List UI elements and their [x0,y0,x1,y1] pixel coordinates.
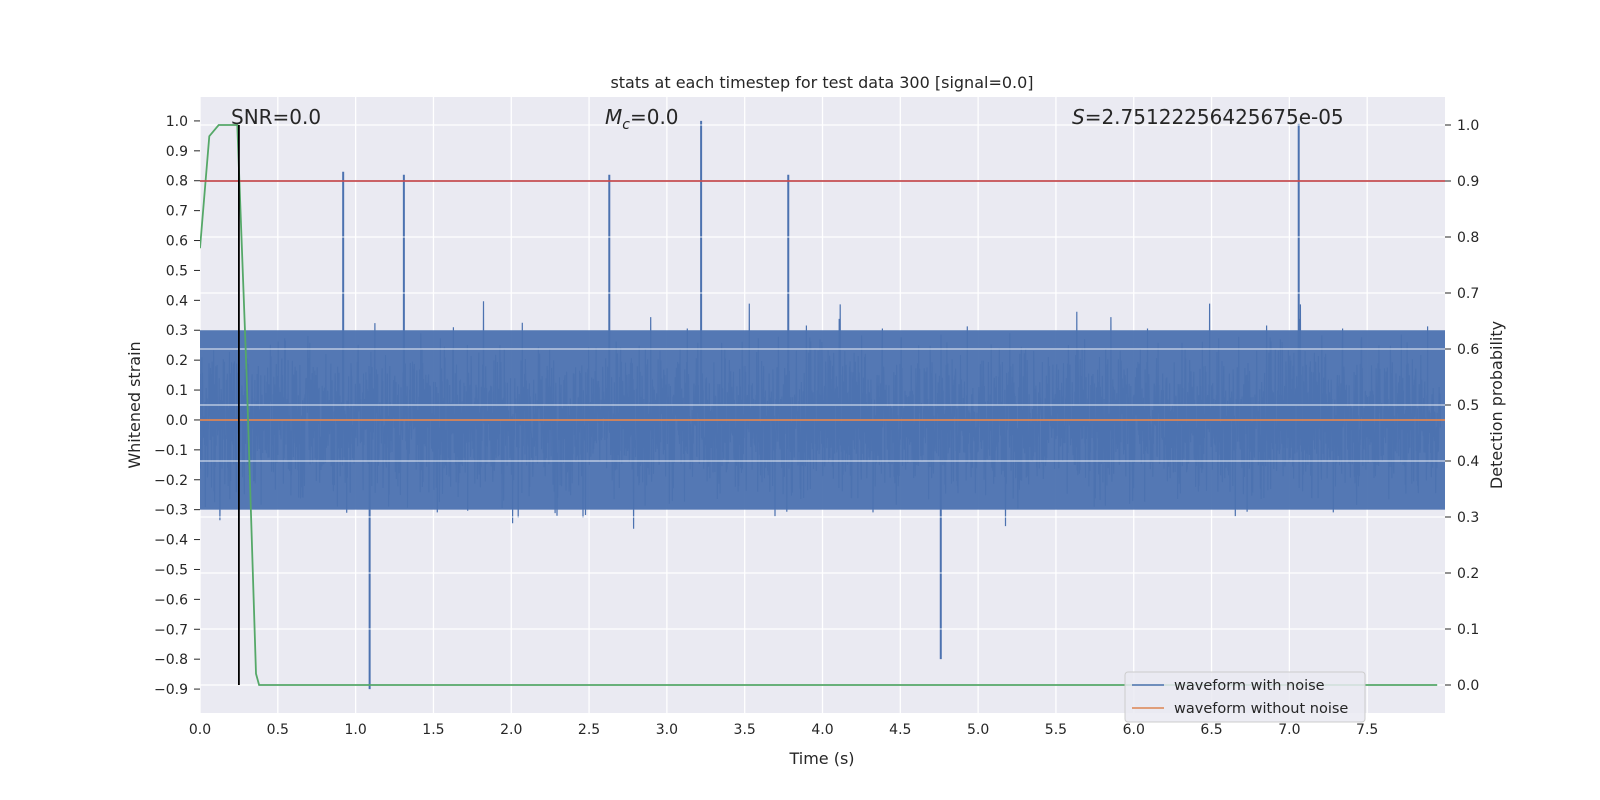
mc-value: =0.0 [630,105,679,129]
x-axis: 0.0 0.5 1.0 1.5 2.0 2.5 3.0 3.5 4.0 4.5 5.0 5.5 6.0 6… [189,722,1378,738]
y-tick-label: −0.6 [154,592,188,608]
y-tick-label: 0.9 [166,144,188,160]
mc-annotation: Mc=0.0 [605,105,679,133]
series-detection-probability [200,124,1438,686]
s-value: =2.75122256425675e-05 [1085,105,1344,129]
y-tick-label: 0.1 [166,383,188,399]
x-tick-label: 4.5 [889,722,911,738]
x-tick-label: 3.0 [656,722,678,738]
x-tick-label: 5.5 [1045,722,1067,738]
y-tick-label: 1.0 [166,114,188,130]
y-tick-label: 0.8 [166,174,188,190]
y-tick-label: −0.8 [154,652,188,668]
x-tick-label: 4.0 [811,722,833,738]
y-axis-right: 1.0 0.9 0.8 0.7 0.6 0.5 0.4 0.3 0.2 0.1 0.0 [1445,118,1479,694]
y2-tick-label: 0.6 [1457,342,1479,358]
y2-tick-label: 0.8 [1457,230,1479,246]
s-annotation: S=2.75122256425675e-05 [1072,105,1344,129]
legend: waveform with noise waveform without noi… [1124,671,1366,723]
x-tick-label: 6.5 [1200,722,1222,738]
overlay-lines [200,124,1445,686]
y2-tick-label: 0.7 [1457,286,1479,302]
x-tick-label: 1.5 [422,722,444,738]
s-symbol: S [1072,105,1085,129]
x-tick-label: 0.5 [267,722,289,738]
y-tick-label: −0.5 [154,562,188,578]
y-axis-left: 1.0 0.9 0.8 0.7 0.6 0.5 0.4 0.3 0.2 0.1 0.0 −0.1 −0.… [154,114,200,698]
legend-label-noise: waveform with noise [1174,678,1325,694]
x-tick-label: 0.0 [189,722,211,738]
y-tick-label: −0.3 [154,503,188,519]
y-tick-label: −0.1 [154,443,188,459]
x-tick-label: 3.5 [734,722,756,738]
y2-tick-label: 0.1 [1457,622,1479,638]
y2-tick-label: 1.0 [1457,118,1479,134]
x-tick-label: 5.0 [967,722,989,738]
y-tick-label: 0.7 [166,204,188,220]
legend-box [1124,671,1366,723]
y2-axis-label: Detection probability [1487,321,1506,489]
y-tick-label: 0.6 [166,234,188,250]
y2-tick-label: 0.3 [1457,510,1479,526]
y2-tick-label: 0.4 [1457,454,1479,470]
y-tick-label: 0.5 [166,263,188,279]
x-tick-label: 2.0 [500,722,522,738]
y-axis-label: Whitened strain [125,341,144,468]
y-tick-label: −0.9 [154,682,188,698]
y2-tick-label: 0.2 [1457,566,1479,582]
y-tick-label: 0.4 [166,293,188,309]
legend-label-clean: waveform without noise [1174,701,1348,717]
y-tick-label: −0.2 [154,473,188,489]
mc-subscript: c [622,117,630,133]
x-tick-label: 6.0 [1123,722,1145,738]
x-axis-label: Time (s) [788,749,854,768]
y-tick-label: −0.4 [154,533,188,549]
x-tick-label: 1.0 [344,722,366,738]
y-tick-label: −0.7 [154,622,188,638]
y2-tick-label: 0.5 [1457,398,1479,414]
y-tick-label: 0.0 [166,413,188,429]
snr-annotation: SNR=0.0 [231,105,321,129]
x-tick-label: 7.5 [1356,722,1378,738]
mc-symbol: M [605,105,622,129]
x-tick-label: 7.0 [1278,722,1300,738]
y2-tick-label: 0.0 [1457,678,1479,694]
y-tick-label: 0.2 [166,353,188,369]
y-tick-label: 0.3 [166,323,188,339]
y2-tick-label: 0.9 [1457,174,1479,190]
chart-title: stats at each timestep for test data 300… [610,73,1033,92]
x-tick-label: 2.5 [578,722,600,738]
